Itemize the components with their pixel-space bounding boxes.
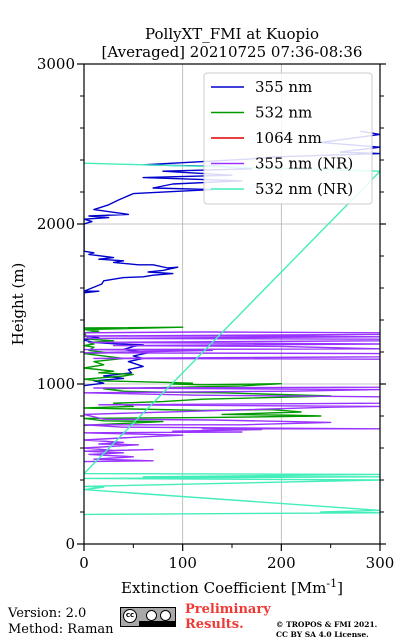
x-axis-label: Extinction Coefficient [Mm-1] [121,577,343,597]
x-axis-label-close: ] [337,579,343,597]
copyright-text: © TROPOS & FMI 2021. CC BY SA 4.0 License… [276,620,377,640]
extinction-profile-chart: PollyXT_FMI at Kuopio [Averaged] 2021072… [9,25,395,597]
x-tick-label: 0 [79,554,89,572]
method-text: Method: Raman [8,622,114,637]
y-tick-label: 3000 [37,55,75,73]
x-axis-label-exponent: -1 [326,577,337,590]
x-tick-label: 100 [168,554,197,572]
series-line-355-nm-nr [84,331,380,463]
y-tick-label: 0 [65,535,75,553]
version-text: Version: 2.0 [8,606,87,621]
preliminary-results-note: Preliminary Results. [185,602,271,632]
chart-title-line-2: [Averaged] 20210725 07:36-08:36 [102,43,363,61]
copyright-line-2: CC BY SA 4.0 License. [276,630,369,639]
preliminary-line-2: Results. [185,617,244,632]
cc-by-sa-license-logo: cc [120,607,176,627]
series-line-532-nm-nr [84,162,380,516]
legend-label-1064-nm: 1064 nm [255,129,322,147]
x-tick-label: 300 [366,554,395,572]
sa-icon [160,610,171,621]
y-tick-label: 1000 [37,375,75,393]
copyright-line-1: © TROPOS & FMI 2021. [276,620,378,629]
x-tick-label: 200 [267,554,296,572]
legend-box [203,72,373,205]
cc-icon: cc [123,609,137,623]
series-line-532-nm [84,326,332,427]
legend-label-532-nm: 532 nm [255,104,312,122]
license-strip [139,621,175,626]
y-axis-label: Height (m) [9,263,27,346]
legend-label-355-nm: 355 nm [255,78,312,96]
chart-title-line-1: PollyXT_FMI at Kuopio [145,25,319,43]
x-axis-label-text: Extinction Coefficient [Mm [121,579,326,597]
legend-label-532-nm-nr: 532 nm (NR) [255,180,353,198]
preliminary-line-1: Preliminary [185,602,271,617]
by-icon [146,610,157,621]
legend-label-355-nm-nr: 355 nm (NR) [255,155,353,173]
y-tick-label: 2000 [37,215,75,233]
legend: 355 nm 532 nm 1064 nm 355 nm (NR) 532 nm (NR… [203,72,373,205]
